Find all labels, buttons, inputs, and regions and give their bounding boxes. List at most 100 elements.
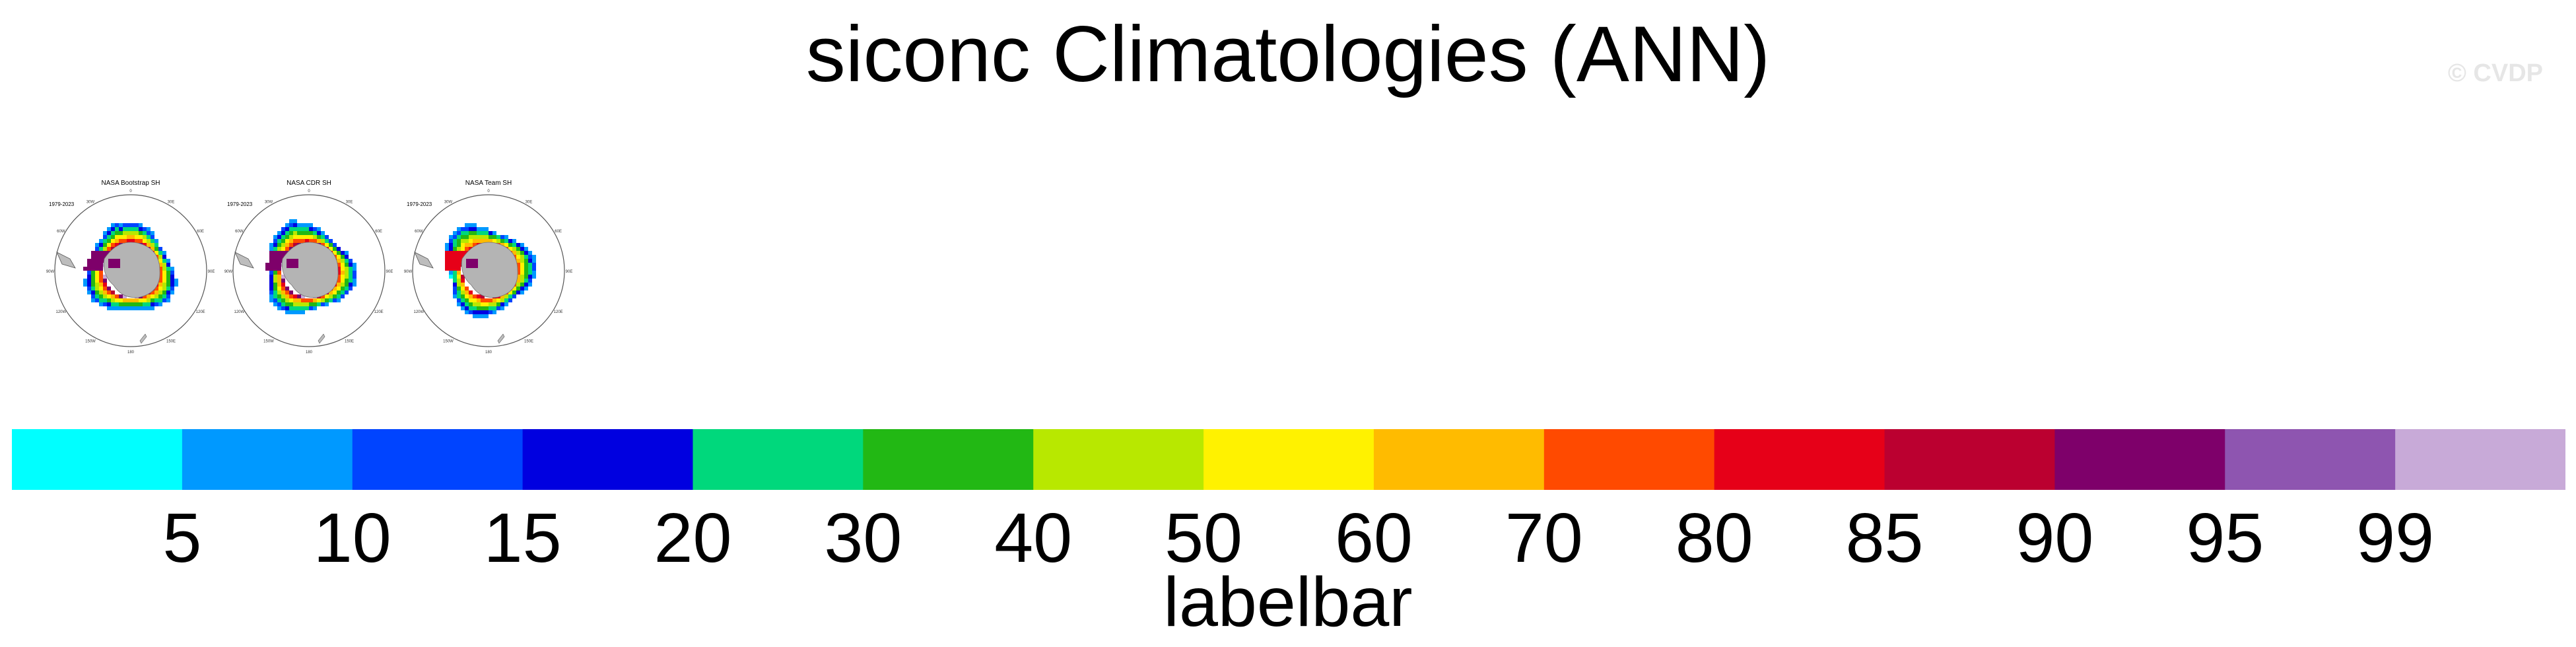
sea-ice-cell — [95, 259, 99, 263]
sea-ice-cell — [457, 255, 461, 259]
sea-ice-cell — [532, 275, 536, 279]
sea-ice-cell — [115, 227, 119, 231]
sea-ice-cell — [162, 287, 166, 290]
sea-ice-cell — [465, 231, 469, 235]
sea-ice-cell — [269, 267, 273, 271]
sea-ice-cell — [91, 259, 95, 263]
sea-ice-field — [445, 223, 536, 318]
sea-ice-cell — [520, 247, 524, 251]
sea-ice-cell — [325, 239, 329, 243]
sea-ice-cell — [301, 306, 305, 310]
sea-ice-cell — [520, 275, 524, 279]
sea-ice-cell — [333, 247, 337, 251]
sea-ice-cell — [337, 259, 341, 263]
sea-ice-cell — [445, 255, 449, 259]
sea-ice-cell — [297, 223, 301, 227]
sea-ice-cell — [305, 235, 309, 239]
longitude-label: 60E — [197, 230, 204, 234]
sea-ice-cell — [91, 283, 95, 287]
sea-ice-cell — [269, 294, 273, 298]
sea-ice-cell — [99, 267, 103, 271]
sea-ice-cell — [317, 227, 321, 231]
sea-ice-cell — [337, 255, 341, 259]
colorbar-box — [2225, 429, 2396, 490]
sea-ice-cell — [154, 290, 158, 294]
sea-ice-cell — [309, 239, 313, 243]
sea-ice-cell — [123, 298, 127, 302]
sea-ice-cell — [485, 306, 489, 310]
sea-ice-cell — [461, 255, 465, 259]
sea-ice-cell — [349, 279, 353, 283]
sea-ice-cell — [135, 239, 139, 243]
sea-ice-cell — [293, 294, 297, 298]
longitude-label: 30W — [86, 200, 95, 204]
longitude-label: 150W — [443, 340, 454, 344]
sea-ice-cell — [473, 298, 477, 302]
sea-ice-cell — [457, 231, 461, 235]
sea-ice-cell — [277, 251, 281, 255]
sea-ice-cell — [119, 302, 123, 306]
sea-ice-cell — [103, 239, 107, 243]
sea-ice-cell — [281, 251, 285, 255]
sea-ice-cell — [111, 290, 115, 294]
sea-ice-cell — [107, 227, 111, 231]
sea-ice-cell — [477, 314, 481, 318]
sea-ice-cell — [520, 251, 524, 255]
sea-ice-cell — [151, 235, 154, 239]
sea-ice-cell — [289, 235, 293, 239]
sea-ice-cell — [512, 294, 516, 298]
sea-ice-cell — [170, 290, 174, 294]
longitude-label: 120W — [56, 310, 67, 314]
sea-ice-cell — [285, 290, 289, 294]
sea-ice-cell — [265, 263, 269, 267]
sea-ice-cell — [277, 287, 281, 290]
sea-ice-cell — [465, 306, 469, 310]
sea-ice-cell — [107, 231, 111, 235]
sea-ice-cell — [158, 302, 162, 306]
sea-ice-cell — [508, 298, 512, 302]
sea-ice-cell — [512, 287, 516, 290]
sea-ice-cell — [489, 239, 492, 243]
colorbar-tick-label: 30 — [824, 499, 902, 577]
sea-ice-cell — [524, 267, 528, 271]
sea-ice-cell — [489, 306, 492, 310]
sea-ice-cell — [87, 267, 91, 271]
longitude-label: 180 — [306, 351, 313, 355]
sea-ice-cell — [99, 251, 103, 255]
sea-ice-cell — [273, 235, 277, 239]
sea-ice-cell — [489, 302, 492, 306]
sea-ice-cell — [135, 231, 139, 235]
sea-ice-cell — [285, 243, 289, 247]
map-svg-bootstrap: NASA Bootstrap SH 1979-2023 0 30E 60E 90E 120E… — [46, 180, 215, 355]
sea-ice-cell — [309, 298, 313, 302]
sea-ice-cell — [151, 298, 154, 302]
longitude-label: 60E — [555, 230, 562, 234]
sea-ice-cell — [162, 283, 166, 287]
sea-ice-cell — [329, 243, 333, 247]
sea-ice-cell — [131, 231, 135, 235]
sea-ice-cell — [461, 227, 465, 231]
sea-ice-cell — [453, 287, 457, 290]
sea-ice-cell — [469, 227, 473, 231]
sea-ice-cell — [99, 298, 103, 302]
sea-ice-cell — [297, 306, 301, 310]
sea-ice-cell — [477, 306, 481, 310]
longitude-label: 0 — [308, 189, 310, 193]
sea-ice-cell — [504, 235, 508, 239]
sea-ice-cell — [285, 302, 289, 306]
sea-ice-cell — [151, 247, 154, 251]
sea-ice-cell — [293, 239, 297, 243]
sea-ice-cell — [520, 279, 524, 283]
sea-ice-cell — [528, 283, 532, 287]
sea-ice-cell — [481, 235, 485, 239]
colorbar-box — [1373, 429, 1545, 490]
sea-ice-cell — [91, 298, 95, 302]
sea-ice-cell — [285, 227, 289, 231]
sea-ice-cell — [139, 302, 143, 306]
sea-ice-cell — [166, 271, 170, 275]
longitude-label: 30W — [265, 200, 273, 204]
sea-ice-cell — [333, 290, 337, 294]
sea-ice-cell — [485, 302, 489, 306]
sea-ice-cell — [317, 231, 321, 235]
sea-ice-cell — [520, 290, 524, 294]
